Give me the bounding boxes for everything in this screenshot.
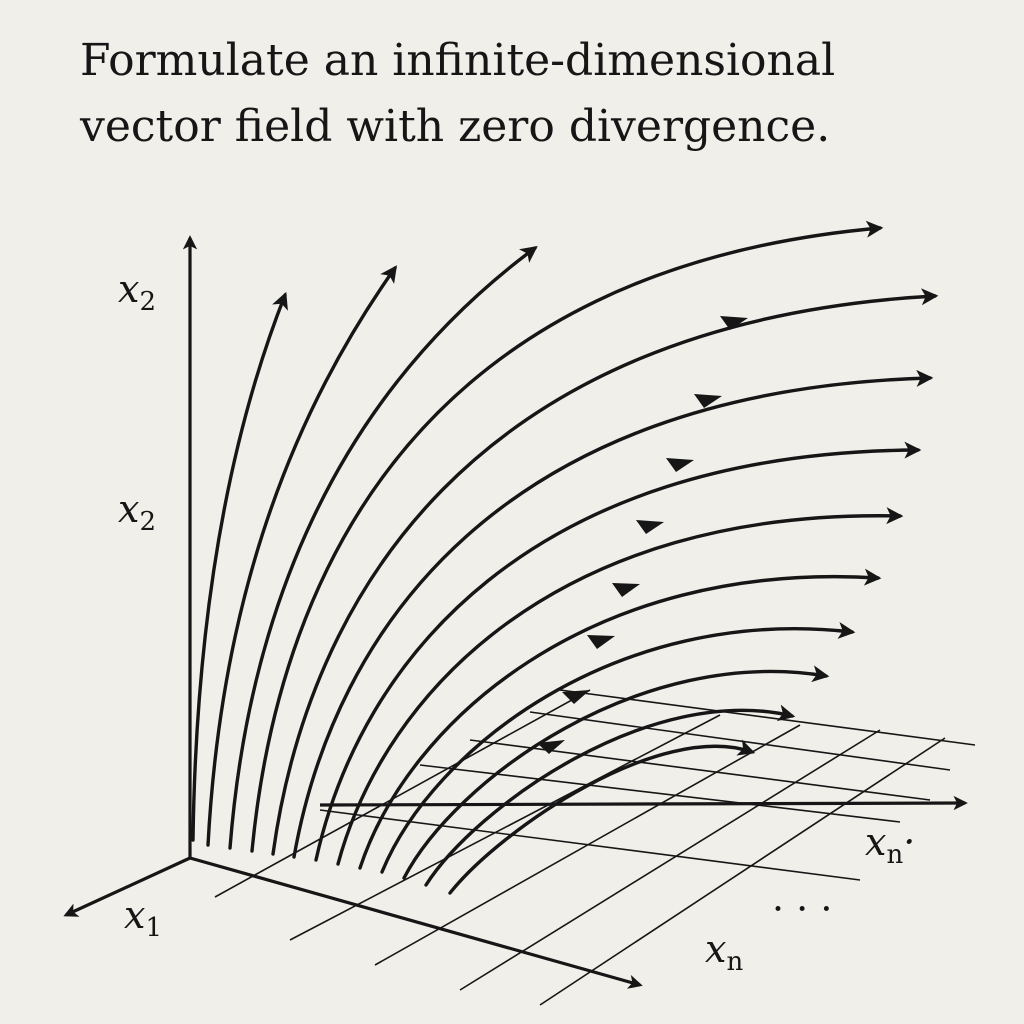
label-xn-right: xn· — [865, 820, 915, 870]
flow-arrowhead — [612, 583, 640, 597]
grid-line — [469, 739, 931, 801]
axis-xn-bottom — [189, 856, 643, 989]
flow-arrowhead — [666, 458, 694, 472]
field-line — [228, 245, 538, 850]
title-line-2: vector field with zero divergence. — [80, 101, 831, 152]
flow-arrowhead — [720, 316, 748, 330]
label-x2-mid: x2 — [118, 487, 156, 537]
field-line — [191, 291, 288, 842]
label-xn-bottom: xn — [705, 927, 743, 977]
axis-xn-right — [319, 795, 968, 811]
grid-line — [319, 809, 861, 881]
field-line — [250, 220, 884, 853]
grid-line — [374, 724, 801, 966]
flow-arrowhead — [694, 394, 722, 408]
flow-arrowhead — [636, 520, 664, 534]
grid-line — [289, 714, 721, 941]
field-line — [336, 507, 904, 866]
field-line — [314, 441, 922, 862]
flow-arrowhead — [537, 740, 565, 754]
label-x2-top: x2 — [118, 267, 156, 317]
field-line — [380, 622, 856, 874]
axis-x1 — [63, 856, 191, 917]
field-line — [402, 665, 830, 880]
axes — [63, 235, 968, 989]
grid-line — [529, 711, 951, 771]
label-x1: x1 — [124, 893, 162, 943]
grid-line — [214, 689, 591, 898]
field-line — [292, 369, 934, 859]
flow-arrowhead — [562, 690, 590, 704]
flow-arrowheads — [537, 316, 748, 754]
grid-line — [459, 729, 881, 991]
field-line — [271, 288, 939, 856]
ellipsis: · · · — [772, 887, 832, 931]
flow-arrowhead — [587, 635, 615, 649]
field-line — [358, 568, 882, 870]
grid-line — [539, 737, 946, 1006]
title: Formulate an infinite-dimensional vector… — [80, 28, 980, 160]
title-line-1: Formulate an infinite-dimensional — [80, 35, 836, 86]
field-line — [206, 265, 397, 847]
field-line — [424, 704, 796, 887]
field-line — [448, 739, 756, 895]
field-lines — [191, 220, 939, 895]
grid-line — [419, 764, 901, 823]
